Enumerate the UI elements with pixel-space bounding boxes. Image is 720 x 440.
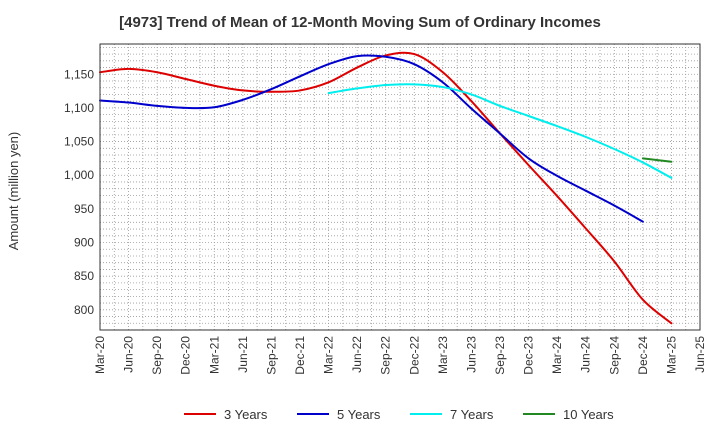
legend-label-3-years: 3 Years bbox=[224, 407, 268, 422]
x-tick-label: Mar-23 bbox=[436, 336, 450, 374]
series-line-10-years bbox=[641, 157, 673, 163]
y-tick-label: 900 bbox=[74, 236, 94, 250]
x-tick-label: Jun-23 bbox=[464, 336, 478, 373]
x-tick-label: Jun-20 bbox=[122, 336, 136, 373]
x-tick-label: Mar-22 bbox=[322, 336, 336, 374]
legend-label-5-years: 5 Years bbox=[337, 407, 381, 422]
x-tick-label: Mar-25 bbox=[664, 336, 678, 374]
x-tick-label: Jun-24 bbox=[579, 336, 593, 373]
x-tick-label: Sep-24 bbox=[607, 336, 621, 375]
x-tick-label: Mar-20 bbox=[93, 336, 107, 374]
x-tick-label: Jun-21 bbox=[236, 336, 250, 373]
x-tick-label: Dec-20 bbox=[179, 336, 193, 375]
y-tick-label: 850 bbox=[74, 269, 94, 283]
x-tick-label: Dec-23 bbox=[522, 336, 536, 375]
x-tick-label: Jun-25 bbox=[693, 336, 707, 373]
x-tick-label: Sep-20 bbox=[150, 336, 164, 375]
x-tick-label: Mar-24 bbox=[550, 336, 564, 374]
x-tick-label: Sep-22 bbox=[379, 336, 393, 375]
x-tick-label: Jun-22 bbox=[350, 336, 364, 373]
y-tick-label: 1,150 bbox=[64, 67, 94, 81]
y-axis-title: Amount (million yen) bbox=[6, 132, 21, 251]
x-tick-label: Dec-22 bbox=[407, 336, 421, 375]
x-tick-label: Dec-24 bbox=[636, 336, 650, 375]
x-tick-label: Sep-21 bbox=[264, 336, 278, 375]
y-tick-label: 950 bbox=[74, 202, 94, 216]
plot-area-border bbox=[99, 43, 701, 331]
y-tick-label: 1,100 bbox=[64, 101, 94, 115]
legend-label-7-years: 7 Years bbox=[450, 407, 494, 422]
legend-label-10-years: 10 Years bbox=[563, 407, 614, 422]
chart-title: [4973] Trend of Mean of 12-Month Moving … bbox=[119, 14, 601, 31]
x-tick-label: Mar-21 bbox=[207, 336, 221, 374]
y-tick-label: 800 bbox=[74, 303, 94, 317]
y-tick-label: 1,050 bbox=[64, 135, 94, 149]
x-tick-label: Dec-21 bbox=[293, 336, 307, 375]
y-tick-label: 1,000 bbox=[64, 168, 94, 182]
x-tick-label: Sep-23 bbox=[493, 336, 507, 375]
series-line-3-years bbox=[99, 51, 673, 325]
series-line-5-years bbox=[99, 54, 644, 223]
series-line-7-years bbox=[327, 83, 673, 179]
